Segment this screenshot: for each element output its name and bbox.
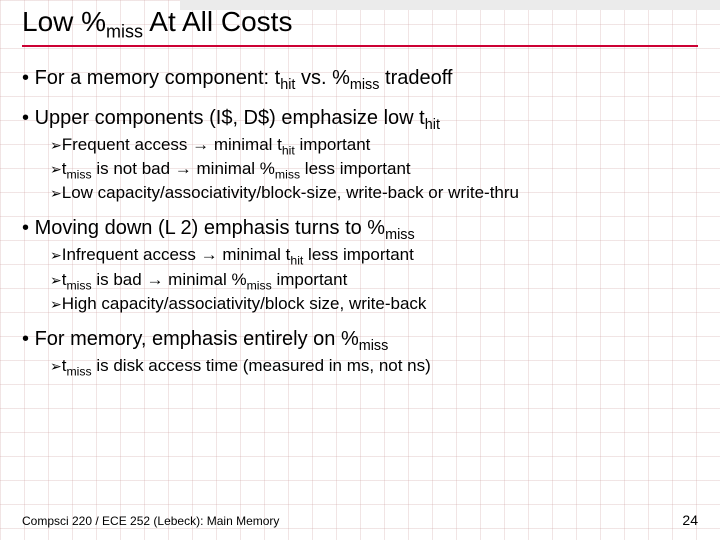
sub-bullet-list: tmiss is disk access time (measured in m… xyxy=(50,356,698,378)
bullet-text: For memory, emphasis entirely on %miss xyxy=(35,328,389,350)
bullet-item: For a memory component: thit vs. %miss t… xyxy=(22,67,698,93)
sub-bullet-item: High capacity/associativity/block size, … xyxy=(50,294,698,314)
sub-bullet-item: Frequent access → minimal thit important xyxy=(50,135,698,157)
title-post: At All Costs xyxy=(143,6,292,37)
slide-title: Low %miss At All Costs xyxy=(22,6,698,47)
bullet-text: Upper components (I$, D$) emphasize low … xyxy=(35,107,440,129)
sub-bullet-list: Frequent access → minimal thit important… xyxy=(50,135,698,204)
bullet-text: Moving down (L 2) emphasis turns to %mis… xyxy=(35,217,415,239)
title-pre: Low % xyxy=(22,6,106,37)
slide-body: Low %miss At All Costs For a memory comp… xyxy=(0,0,720,540)
bullet-item: Upper components (I$, D$) emphasize low … xyxy=(22,107,698,204)
title-sub: miss xyxy=(106,22,143,42)
bullet-list: For a memory component: thit vs. %miss t… xyxy=(22,67,698,379)
sub-bullet-item: tmiss is bad → minimal %miss important xyxy=(50,270,698,292)
bullet-text: For a memory component: thit vs. %miss t… xyxy=(35,67,453,89)
sub-bullet-item: tmiss is disk access time (measured in m… xyxy=(50,356,698,378)
sub-bullet-item: Infrequent access → minimal thit less im… xyxy=(50,245,698,267)
sub-bullet-item: tmiss is not bad → minimal %miss less im… xyxy=(50,159,698,181)
sub-bullet-list: Infrequent access → minimal thit less im… xyxy=(50,245,698,314)
bullet-item: For memory, emphasis entirely on %miss tm… xyxy=(22,328,698,378)
sub-bullet-item: Low capacity/associativity/block-size, w… xyxy=(50,183,698,203)
bullet-item: Moving down (L 2) emphasis turns to %mis… xyxy=(22,217,698,314)
